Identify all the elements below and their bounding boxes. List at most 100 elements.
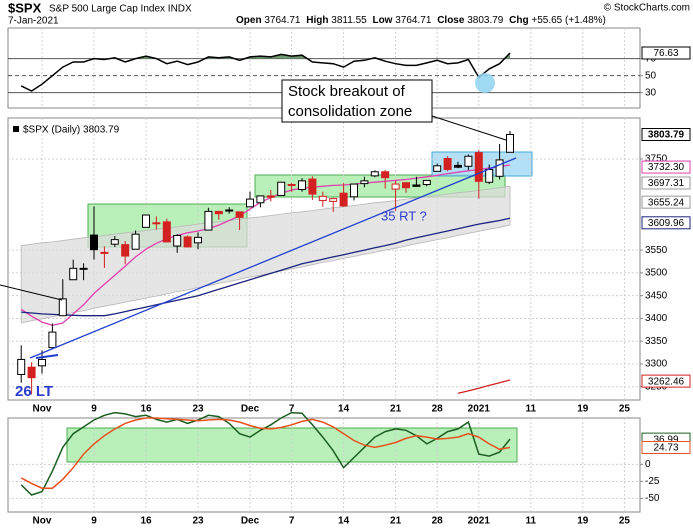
candle-body	[308, 178, 317, 195]
x-tick-label: 23	[192, 404, 204, 415]
x-tick-label: 2021	[468, 404, 491, 415]
quote-value: 3764.71	[395, 15, 432, 26]
candle-body	[79, 267, 88, 270]
candle-body	[90, 234, 98, 251]
candle-body	[173, 235, 182, 247]
candle-body	[235, 211, 244, 218]
x-tick-label: 21	[390, 516, 402, 527]
value-box	[641, 160, 691, 174]
candle-body	[17, 358, 26, 375]
date: 7-Jan-2021	[8, 16, 59, 27]
candle-body	[485, 168, 494, 183]
candle-body	[183, 236, 192, 248]
y-tick-label: -50	[645, 493, 660, 504]
value-box	[641, 374, 691, 388]
candle-body	[152, 222, 161, 225]
x-tick-label: 28	[432, 516, 444, 527]
candle-body	[110, 239, 119, 245]
annotation-text: Stock breakout of	[288, 83, 406, 100]
candle-body	[142, 214, 150, 228]
value-box-label: 36.99	[653, 434, 678, 445]
x-tick-label: 7	[289, 404, 295, 415]
x-tick-label: 9	[91, 516, 97, 527]
moving-average	[20, 164, 511, 326]
candle-body	[391, 183, 400, 190]
candle-body	[474, 152, 483, 182]
moving-average	[457, 379, 511, 394]
value-box-label: 3732.30	[648, 162, 685, 173]
y-tick-label: -25	[645, 476, 660, 487]
x-tick-label: 14	[338, 516, 350, 527]
candle-body	[454, 164, 462, 168]
candle-body	[256, 195, 265, 204]
x-tick-label: 23	[192, 516, 204, 527]
x-tick-label: 11	[526, 516, 537, 527]
series-line	[20, 52, 511, 92]
x-tick-label: 19	[577, 516, 589, 527]
quote-value: 3764.71	[264, 15, 301, 26]
x-tick-label: Dec	[241, 404, 260, 415]
candle-body	[277, 181, 286, 196]
x-tick-label: Nov	[33, 404, 52, 415]
value-box-label: 3803.79	[648, 130, 685, 141]
candle-body	[370, 171, 379, 177]
y-tick-label: 3350	[645, 336, 668, 347]
x-tick-label: 19	[577, 404, 589, 415]
pointer-line	[0, 284, 63, 301]
index-name: S&P 500 Large Cap Index INDX	[49, 4, 192, 15]
candle-body	[329, 198, 338, 202]
y-tick-label: 3750	[645, 154, 668, 165]
candle-body	[422, 179, 431, 186]
candle-body	[318, 195, 327, 201]
series-line	[20, 417, 511, 489]
value-box	[641, 46, 691, 60]
plot: 30507076.6332503300335034003450350035503…	[8, 28, 691, 527]
value-box-label: 76.63	[653, 48, 678, 59]
y-tick-label: 3300	[645, 359, 668, 370]
y-tick-label: 3550	[645, 245, 668, 256]
candle-body	[162, 221, 171, 243]
value-box	[641, 440, 691, 454]
trend-marker	[35, 354, 59, 359]
x-tick-label: 25	[619, 516, 631, 527]
y-tick-label: 50	[645, 70, 657, 81]
candle-body	[194, 236, 202, 244]
y-tick-label: 3400	[645, 313, 668, 324]
quote-value: +55.65 (+1.48%)	[531, 15, 606, 26]
annotation-box	[281, 79, 433, 123]
oscillator-zone	[66, 427, 518, 463]
x-tick-label: 14	[338, 404, 350, 415]
candle-body	[204, 210, 213, 231]
x-tick-label: 2021	[468, 516, 491, 527]
oscillator-frame	[7, 417, 641, 513]
rsi-highlight	[475, 73, 495, 93]
candle-body	[214, 210, 223, 215]
candle-body	[100, 251, 109, 254]
value-box	[641, 216, 691, 230]
candle-body	[443, 158, 452, 170]
quote-value: 3803.79	[467, 15, 504, 26]
candle-body	[58, 298, 67, 317]
candle-body	[225, 209, 234, 212]
candle-body	[27, 366, 36, 379]
quote-value: 3811.55	[331, 15, 367, 26]
candle-body	[433, 165, 442, 172]
moving-average	[21, 217, 511, 317]
series-line	[20, 411, 511, 496]
y-tick-label: 3450	[645, 290, 668, 301]
candle-body	[464, 155, 473, 167]
symbol: $SPX	[8, 0, 42, 15]
candle-body	[48, 331, 57, 349]
x-tick-label: 9	[91, 404, 97, 415]
value-box-label: 24.73	[653, 443, 678, 454]
candle-body	[121, 244, 130, 257]
y-tick-label: 0	[645, 459, 651, 470]
candle-body	[402, 182, 410, 189]
candle-body	[381, 171, 390, 179]
candle-body	[339, 192, 348, 207]
pointer-line	[431, 115, 507, 141]
band-fill	[20, 185, 511, 324]
candle-body	[506, 133, 514, 153]
candle-body	[266, 195, 275, 198]
